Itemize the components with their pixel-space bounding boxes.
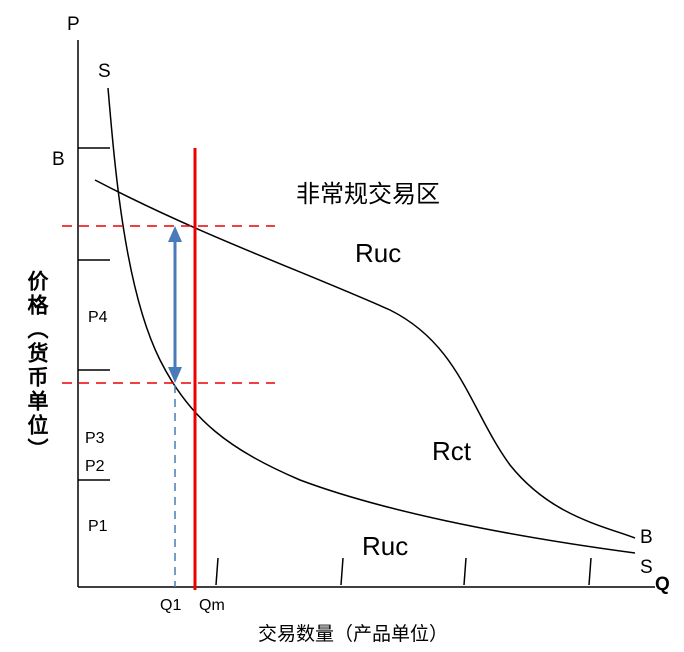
arrow-head [168, 367, 182, 383]
curve-label: B [52, 149, 65, 170]
quantity-label: Qm [199, 597, 225, 614]
y-axis-label: 价格（货币单位） [25, 270, 49, 462]
price-level: P3 [85, 430, 105, 447]
supply-curve [107, 87, 636, 554]
region-label: 非常规交易区 [296, 180, 440, 208]
demand-curve [94, 179, 636, 539]
curve-label: B [640, 527, 653, 548]
curve-label: S [640, 557, 653, 578]
x-axis-label: 交易数量（产品单位） [258, 623, 448, 645]
x-tick [215, 557, 219, 586]
region-label: Ruc [362, 531, 408, 561]
y-symbol: P [67, 14, 80, 35]
price-level: P1 [88, 518, 108, 535]
x-tick [340, 557, 344, 586]
x-tick [588, 557, 592, 586]
x-tick [463, 557, 467, 586]
curve-label: S [98, 61, 111, 82]
region-label: Ruc [355, 238, 401, 268]
arrow-head [168, 226, 182, 242]
region-label: Rct [432, 436, 472, 466]
price-level: P2 [85, 458, 105, 475]
price-level: P4 [88, 309, 108, 326]
quantity-label: Q1 [160, 597, 181, 614]
x-symbol: Q [655, 574, 670, 595]
